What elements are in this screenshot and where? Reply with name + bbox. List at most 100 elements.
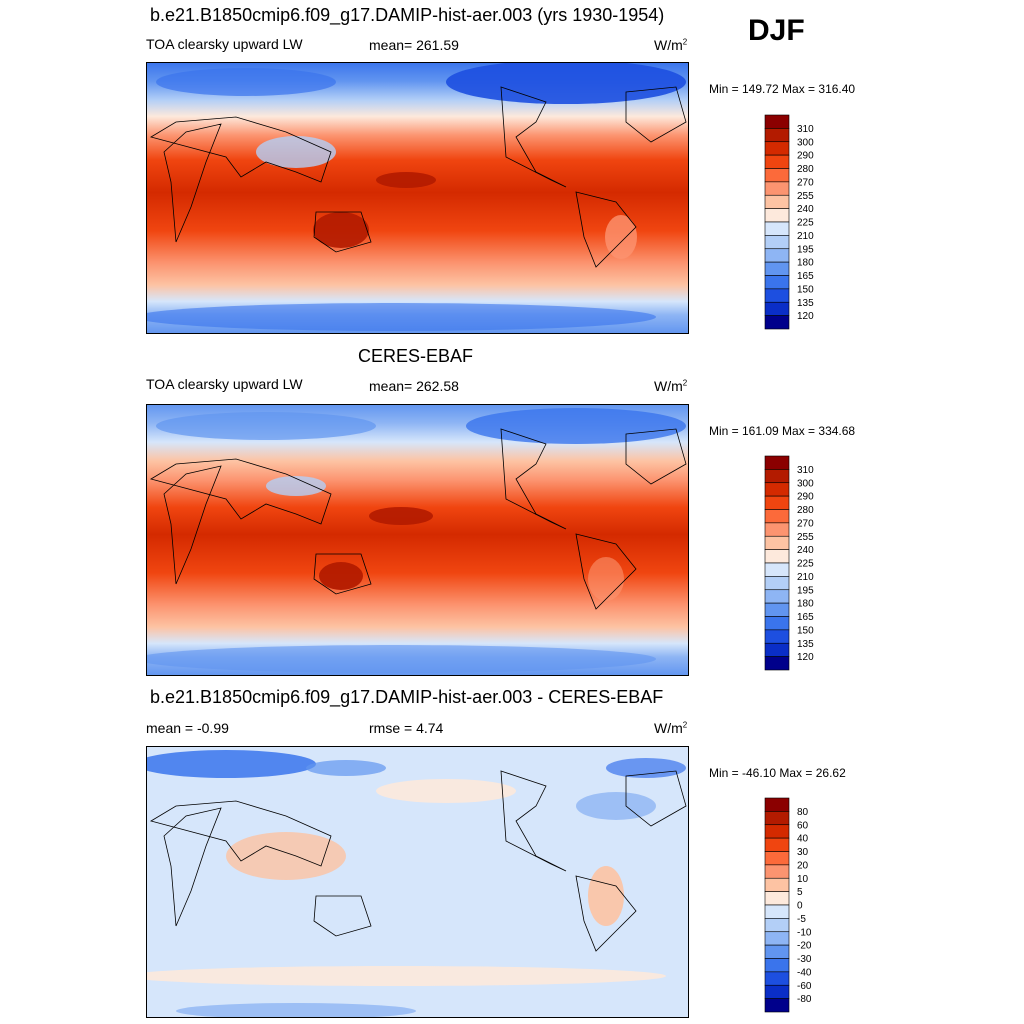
colorbar-tick-label: 310 <box>797 124 814 135</box>
colorbar-tick-label: -20 <box>797 941 812 952</box>
colorbar-swatch <box>764 824 790 839</box>
colorbar-tick-label: 300 <box>797 137 814 148</box>
panel-diff-mean: mean = -0.99 <box>146 720 229 736</box>
colorbar-tick-label: 180 <box>797 258 814 269</box>
colorbar-swatch <box>764 288 790 303</box>
colorbar-tick-label: 80 <box>797 807 809 818</box>
colorbar-tick-label: 120 <box>797 311 814 322</box>
colorbar-swatch <box>764 154 790 169</box>
colorbar-tick-label: 300 <box>797 478 814 489</box>
colorbar-swatch <box>764 235 790 250</box>
panel-diff-rmse: rmse = 4.74 <box>369 720 444 736</box>
panel-model-variable: TOA clearsky upward LW <box>146 36 303 52</box>
colorbar-swatch <box>764 482 790 497</box>
colorbar-swatch <box>764 455 790 470</box>
panel-obs-colorbar: 310 300 290 280 270 255 240 225 210 195 180 165 150 1… <box>764 455 814 671</box>
colorbar-swatch <box>764 301 790 316</box>
colorbar-swatch <box>764 602 790 617</box>
colorbar-tick-label: 150 <box>797 625 814 636</box>
colorbar-tick-label: -80 <box>797 994 812 1005</box>
panel-model-mean: mean= 261.59 <box>369 37 459 53</box>
colorbar-swatch <box>764 194 790 209</box>
colorbar-tick-label: 240 <box>797 545 814 556</box>
colorbar-tick-label: 225 <box>797 218 814 229</box>
colorbar-tick-label: 40 <box>797 834 809 845</box>
colorbar-tick-label: 310 <box>797 465 814 476</box>
panel-diff-map <box>146 746 689 1018</box>
colorbar-swatch <box>764 576 790 591</box>
colorbar-swatch <box>764 522 790 537</box>
colorbar-tick-label: 60 <box>797 820 809 831</box>
colorbar-tick-label: 210 <box>797 572 814 583</box>
colorbar-tick-label: 20 <box>797 860 809 871</box>
colorbar-swatch <box>764 984 790 999</box>
colorbar-tick-label: -60 <box>797 981 812 992</box>
colorbar-swatch <box>764 998 790 1013</box>
colorbar-swatch <box>764 509 790 524</box>
colorbar-tick-label: 255 <box>797 191 814 202</box>
colorbar-swatch <box>764 535 790 550</box>
colorbar-swatch <box>764 589 790 604</box>
panel-model-map <box>146 62 689 334</box>
panel-diff-title: b.e21.B1850cmip6.f09_g17.DAMIP-hist-aer.… <box>150 687 664 707</box>
panel-model-colorbar: 310 300 290 280 270 255 240 225 210 195 180 165 150 1… <box>764 114 814 330</box>
panel-diff-colorbar: 80 60 40 30 20 10 5 0 -5 -10 -20 -30 -40 -60 -80 <box>764 797 812 1013</box>
colorbar-swatch <box>764 141 790 156</box>
colorbar-tick-label: 195 <box>797 585 814 596</box>
colorbar-swatch <box>764 248 790 263</box>
colorbar-swatch <box>764 275 790 290</box>
colorbar-tick-label: 5 <box>797 887 803 898</box>
colorbar-tick-label: 270 <box>797 177 814 188</box>
colorbar-tick-label: 195 <box>797 244 814 255</box>
colorbar-tick-label: 255 <box>797 532 814 543</box>
panel-diff-units: W/m2 <box>654 720 688 736</box>
colorbar-swatch <box>764 797 790 812</box>
colorbar-tick-label: -40 <box>797 967 812 978</box>
colorbar-tick-label: 165 <box>797 271 814 282</box>
colorbar-tick-label: 165 <box>797 612 814 623</box>
colorbar-swatch <box>764 642 790 657</box>
colorbar-swatch <box>764 208 790 223</box>
colorbar-tick-label: 290 <box>797 492 814 503</box>
colorbar-tick-label: 120 <box>797 652 814 663</box>
colorbar-tick-label: 210 <box>797 231 814 242</box>
colorbar-swatch <box>764 837 790 852</box>
colorbar-tick-label: 280 <box>797 505 814 516</box>
colorbar-swatch <box>764 931 790 946</box>
colorbar-swatch <box>764 904 790 919</box>
colorbar-tick-label: 180 <box>797 599 814 610</box>
colorbar-swatch <box>764 864 790 879</box>
colorbar-swatch <box>764 261 790 276</box>
colorbar-swatch <box>764 469 790 484</box>
colorbar-swatch <box>764 549 790 564</box>
colorbar-swatch <box>764 656 790 671</box>
colorbar-tick-label: 150 <box>797 284 814 295</box>
colorbar-tick-label: 135 <box>797 639 814 650</box>
panel-obs-mean: mean= 262.58 <box>369 378 459 394</box>
colorbar-tick-label: 225 <box>797 559 814 570</box>
colorbar-tick-label: 135 <box>797 298 814 309</box>
colorbar-tick-label: -5 <box>797 914 806 925</box>
colorbar-swatch <box>764 877 790 892</box>
colorbar-swatch <box>764 811 790 826</box>
colorbar-tick-label: 280 <box>797 164 814 175</box>
colorbar-swatch <box>764 495 790 510</box>
colorbar-swatch <box>764 629 790 644</box>
panel-model-units: W/m2 <box>654 37 688 53</box>
panel-model-minmax: Min = 149.72 Max = 316.40 <box>709 82 856 96</box>
colorbar-swatch <box>764 221 790 236</box>
panel-obs-title: CERES-EBAF <box>358 346 474 366</box>
season-label: DJF <box>748 14 805 47</box>
colorbar-swatch <box>764 168 790 183</box>
colorbar-tick-label: 0 <box>797 901 803 912</box>
colorbar-swatch <box>764 315 790 330</box>
colorbar-tick-label: -30 <box>797 954 812 965</box>
colorbar-tick-label: 290 <box>797 151 814 162</box>
colorbar-swatch <box>764 851 790 866</box>
colorbar-tick-label: 30 <box>797 847 809 858</box>
colorbar-tick-label: 240 <box>797 204 814 215</box>
panel-diff-minmax: Min = -46.10 Max = 26.62 <box>709 766 846 780</box>
colorbar-swatch <box>764 562 790 577</box>
colorbar-swatch <box>764 958 790 973</box>
colorbar-tick-label: 270 <box>797 518 814 529</box>
